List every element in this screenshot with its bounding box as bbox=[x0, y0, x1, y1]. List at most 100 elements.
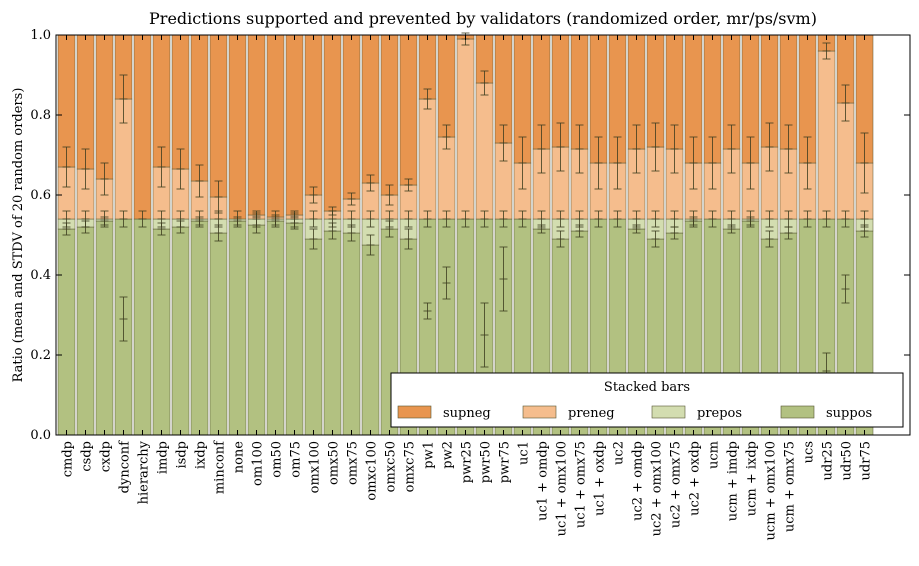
y-tick-label: 1.0 bbox=[30, 28, 51, 43]
x-tick-label: ucm + ixdp bbox=[745, 441, 760, 516]
x-tick-label: uc1 + omx75 bbox=[574, 441, 589, 528]
bar-supneg-17 bbox=[380, 34, 399, 196]
bar-suppos-15 bbox=[342, 232, 361, 436]
x-tick-label: uc1 + omdp bbox=[536, 441, 551, 521]
bar-suppos-4 bbox=[133, 218, 152, 436]
x-tick-label: udr25 bbox=[821, 441, 836, 480]
bar-supneg-9 bbox=[228, 34, 247, 220]
bar-suppos-5 bbox=[152, 228, 171, 436]
bar-supneg-7 bbox=[190, 34, 209, 182]
legend-swatch-prepos bbox=[651, 405, 686, 419]
x-tick-label: ucs bbox=[802, 441, 817, 463]
x-tick-label: omx75 bbox=[346, 441, 361, 485]
legend-title: Stacked bars bbox=[604, 380, 690, 395]
x-tick-label: uc2 bbox=[612, 441, 627, 465]
bar-suppos-13 bbox=[304, 238, 323, 436]
bar-supneg-2 bbox=[95, 34, 114, 180]
bar-preneg-21 bbox=[456, 38, 475, 220]
x-tick-label: imdp bbox=[156, 441, 171, 474]
bar-supneg-10 bbox=[247, 34, 266, 216]
x-tick-label: omxc75 bbox=[403, 441, 418, 492]
bar-supneg-16 bbox=[361, 34, 380, 184]
x-tick-label: ucm + imdp bbox=[726, 441, 741, 521]
plot-frame bbox=[55, 34, 911, 436]
legend-swatch-supneg bbox=[397, 405, 432, 419]
bar-suppos-1 bbox=[76, 226, 95, 436]
bar-supneg-11 bbox=[266, 34, 285, 218]
x-tick-label: ucm + omx100 bbox=[764, 441, 779, 540]
legend-swatch-preneg bbox=[522, 405, 557, 419]
x-tick-label: none bbox=[232, 441, 247, 474]
x-tick-label: om100 bbox=[251, 441, 266, 486]
x-tick-label: omx100 bbox=[308, 441, 323, 493]
legend-label-prepos: prepos bbox=[697, 406, 742, 421]
x-tick-label: omx50 bbox=[327, 441, 342, 485]
bar-supneg-20 bbox=[437, 34, 456, 138]
error-bars-layer bbox=[62, 32, 869, 390]
axes-layer: cmdp csdp cxdp dynconf hierarchy imdp isdp ixdp… bbox=[30, 28, 911, 540]
x-tick-label: uc2 + oxdp bbox=[688, 441, 703, 516]
x-tick-label: uc2 + omx100 bbox=[650, 441, 665, 536]
x-tick-label: uc1 bbox=[517, 441, 532, 465]
x-tick-label: om75 bbox=[289, 441, 304, 478]
legend-box bbox=[390, 372, 904, 428]
bar-supneg-15 bbox=[342, 34, 361, 200]
x-tick-label: minconf bbox=[213, 440, 228, 494]
bar-supneg-18 bbox=[399, 34, 418, 186]
bar-suppos-2 bbox=[95, 220, 114, 436]
bar-supneg-13 bbox=[304, 34, 323, 196]
x-tick-label: pw2 bbox=[441, 441, 456, 469]
bar-suppos-6 bbox=[171, 226, 190, 436]
bar-suppos-0 bbox=[57, 228, 76, 436]
bar-suppos-12 bbox=[285, 222, 304, 436]
x-tick-label: dynconf bbox=[118, 440, 133, 494]
x-tick-label: uc1 + omx100 bbox=[555, 441, 570, 536]
x-tick-label: hierarchy bbox=[137, 440, 152, 504]
x-tick-label: udr50 bbox=[840, 441, 855, 480]
x-tick-label: pw1 bbox=[422, 441, 437, 469]
y-tick-label: 0.8 bbox=[30, 108, 51, 123]
x-tick-label: pwr75 bbox=[498, 441, 513, 483]
y-tick-label: 0.2 bbox=[30, 348, 51, 363]
x-tick-label: uc1 + oxdp bbox=[593, 441, 608, 516]
x-tick-label: ucm bbox=[707, 441, 722, 469]
x-tick-label: pwr25 bbox=[460, 441, 475, 483]
bar-suppos-8 bbox=[209, 232, 228, 436]
legend: Stacked bars supneg preneg prepos suppos bbox=[390, 372, 904, 428]
chart-title: Predictions supported and prevented by v… bbox=[149, 9, 817, 28]
bar-suppos-9 bbox=[228, 220, 247, 436]
y-tick-label: 0.0 bbox=[30, 428, 51, 443]
bar-suppos-16 bbox=[361, 244, 380, 436]
legend-label-supneg: supneg bbox=[443, 406, 491, 421]
y-tick-label: 0.6 bbox=[30, 188, 51, 203]
x-tick-label: ixdp bbox=[194, 441, 209, 469]
x-tick-label: omxc100 bbox=[365, 441, 380, 501]
x-tick-label: omxc50 bbox=[384, 441, 399, 492]
bar-supneg-4 bbox=[133, 34, 152, 220]
bar-suppos-11 bbox=[266, 220, 285, 436]
bar-suppos-14 bbox=[323, 230, 342, 436]
x-tick-label: pwr50 bbox=[479, 441, 494, 483]
legend-swatch-suppos bbox=[780, 405, 815, 419]
bar-suppos-7 bbox=[190, 220, 209, 436]
bar-preneg-40 bbox=[817, 50, 836, 220]
legend-label-preneg: preneg bbox=[568, 406, 615, 421]
x-tick-label: cxdp bbox=[99, 441, 114, 472]
legend-label-suppos: suppos bbox=[826, 406, 872, 421]
y-tick-label: 0.4 bbox=[30, 268, 51, 283]
x-tick-label: om50 bbox=[270, 441, 285, 478]
x-tick-label: uc2 + omdp bbox=[631, 441, 646, 521]
x-tick-label: ucm + omx75 bbox=[783, 441, 798, 532]
x-tick-label: csdp bbox=[80, 441, 95, 472]
bar-supneg-8 bbox=[209, 34, 228, 198]
x-tick-label: uc2 + omx75 bbox=[669, 441, 684, 528]
bar-suppos-10 bbox=[247, 224, 266, 436]
bar-preneg-19 bbox=[418, 98, 437, 220]
bar-preneg-22 bbox=[475, 82, 494, 220]
x-tick-label: cmdp bbox=[61, 441, 76, 477]
bar-supneg-12 bbox=[285, 34, 304, 216]
x-tick-label: isdp bbox=[175, 441, 190, 468]
x-tick-label: udr75 bbox=[859, 441, 874, 480]
